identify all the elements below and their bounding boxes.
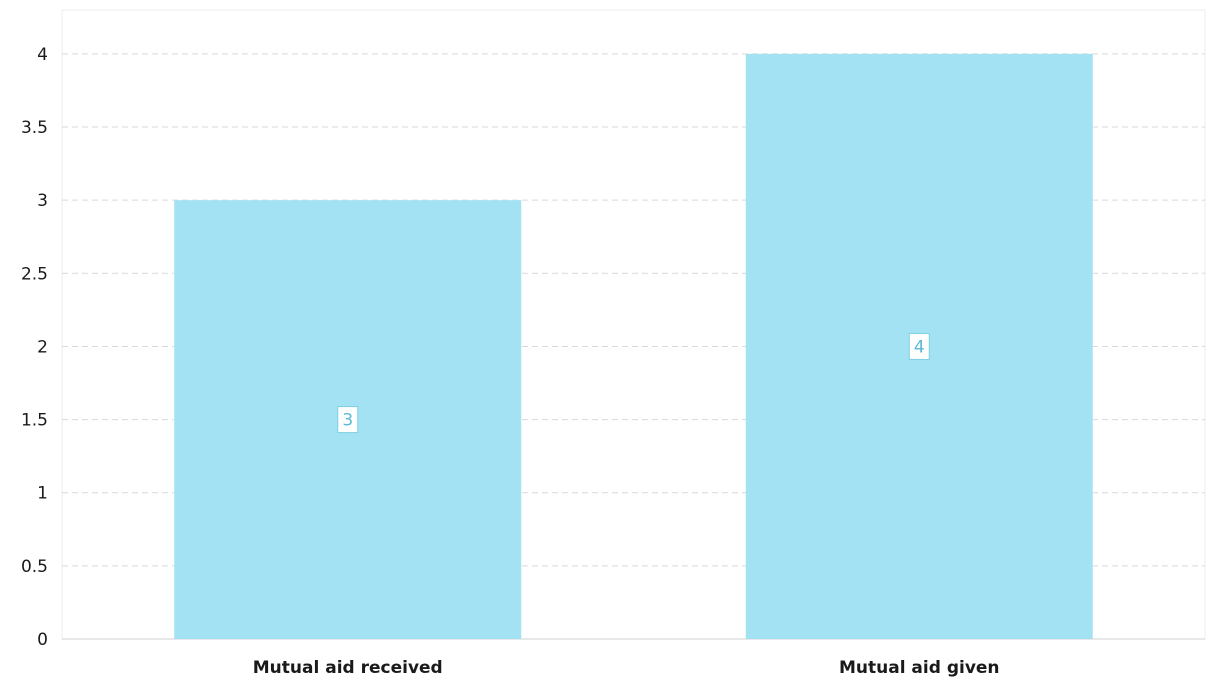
y-tick-label: 3 xyxy=(37,191,48,211)
y-tick-label: 2.5 xyxy=(21,264,48,284)
x-axis-category-labels: Mutual aid received Mutual aid given xyxy=(253,658,1000,678)
category-label: Mutual aid received xyxy=(253,658,443,678)
data-label: 4 xyxy=(909,333,929,359)
data-label-text: 3 xyxy=(342,411,353,431)
y-tick-label: 1.5 xyxy=(21,411,48,431)
y-tick-label: 1 xyxy=(37,484,48,504)
y-tick-label: 2 xyxy=(37,337,48,357)
y-tick-label: 3.5 xyxy=(21,118,48,138)
category-label: Mutual aid given xyxy=(839,658,1000,678)
y-tick-label: 4 xyxy=(37,45,48,65)
y-tick-label: 0 xyxy=(37,630,48,650)
y-axis-tick-labels: 0 0.5 1 1.5 2 2.5 3 3.5 4 xyxy=(21,45,48,650)
y-tick-label: 0.5 xyxy=(21,557,48,577)
data-label: 3 xyxy=(338,407,358,433)
data-label-text: 4 xyxy=(914,337,925,357)
